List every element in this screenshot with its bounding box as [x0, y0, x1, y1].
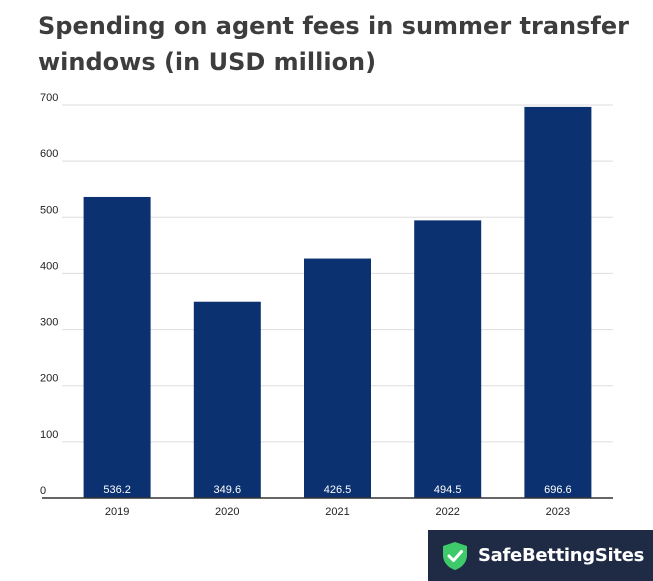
y-tick-label: 100 [40, 429, 58, 441]
data-label: 349.6 [214, 484, 242, 496]
data-label: 426.5 [324, 484, 352, 496]
x-tick-label: 2019 [105, 506, 129, 518]
y-tick-label: 200 [40, 373, 58, 385]
bars [83, 106, 592, 498]
shield-check-icon [443, 541, 467, 570]
y-tick-label: 700 [40, 92, 58, 104]
chart-title: Spending on agent fees in summer transfe… [38, 12, 629, 76]
data-labels: 536.2 349.6 426.5 494.5 696.6 [103, 484, 571, 496]
bar [304, 258, 371, 498]
bar [524, 106, 592, 498]
data-label: 696.6 [544, 484, 572, 496]
brand-name: SafeBettingSites [478, 545, 645, 566]
bar [414, 220, 482, 498]
y-tick-label: 400 [40, 260, 58, 272]
brand-badge: SafeBettingSites [428, 530, 653, 581]
bar-chart: 0 100 200 300 400 500 600 700 536.2 349.6 426.5 49… [40, 92, 613, 518]
data-label: 536.2 [103, 484, 131, 496]
x-tick-label: 2021 [325, 506, 349, 518]
x-tick-label: 2022 [435, 506, 459, 518]
x-tick-label: 2020 [215, 506, 239, 518]
y-tick-label: 500 [40, 204, 58, 216]
y-tick-label: 600 [40, 148, 58, 160]
bar [83, 196, 151, 498]
y-tick-label: 0 [40, 485, 46, 497]
bar [193, 301, 261, 498]
y-axis-ticks: 0 100 200 300 400 500 600 700 [40, 92, 58, 497]
x-axis-ticks: 2019 2020 2021 2022 2023 [105, 506, 570, 518]
data-label: 494.5 [434, 484, 462, 496]
x-tick-label: 2023 [546, 506, 570, 518]
y-tick-label: 300 [40, 317, 58, 329]
